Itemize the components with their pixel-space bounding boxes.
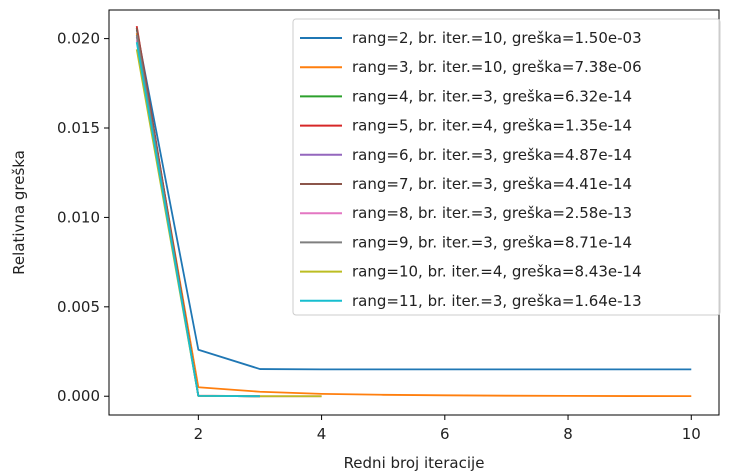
legend-label-7: rang=8, br. iter.=3, greška=2.58e-13 [352,204,632,222]
legend-label-4: rang=5, br. iter.=4, greška=1.35e-14 [352,117,632,135]
x-tick-label: 10 [682,425,701,443]
legend-label-8: rang=9, br. iter.=3, greška=8.71e-14 [352,233,632,251]
x-axis-label: Redni broj iteracije [344,454,485,472]
y-tick-label: 0.005 [57,298,100,316]
series-line-2 [135,33,692,397]
y-tick-label: 0.020 [57,30,100,48]
y-tick-label: 0.015 [57,119,100,137]
legend-label-2: rang=3, br. iter.=10, greška=7.38e-06 [352,58,642,76]
y-axis: 0.000 0.005 0.010 0.015 0.020 [57,30,109,405]
legend-label-3: rang=4, br. iter.=3, greška=6.32e-14 [352,87,632,105]
legend: rang=2, br. iter.=10, greška=1.50e-03 ran… [292,18,721,316]
series-line-1 [135,29,692,371]
x-tick-label: 4 [317,425,327,443]
y-tick-label: 0.000 [57,387,100,405]
legend-box [292,18,721,316]
y-axis-label: Relativna greška [10,150,28,275]
legend-label-5: rang=6, br. iter.=3, greška=4.87e-14 [352,146,632,164]
x-axis: 2 4 6 8 10 [194,415,701,443]
series-line-10 [135,42,260,398]
x-tick-label: 8 [563,425,573,443]
legend-label-1: rang=2, br. iter.=10, greška=1.50e-03 [352,29,642,47]
plot-lines [135,25,692,398]
legend-label-10: rang=11, br. iter.=3, greška=1.64e-13 [352,292,642,310]
x-tick-label: 2 [194,425,204,443]
x-tick-label: 6 [440,425,450,443]
y-tick-label: 0.010 [57,208,100,226]
legend-label-9: rang=10, br. iter.=4, greška=8.43e-14 [352,263,642,281]
legend-label-6: rang=7, br. iter.=3, greška=4.41e-14 [352,175,632,193]
